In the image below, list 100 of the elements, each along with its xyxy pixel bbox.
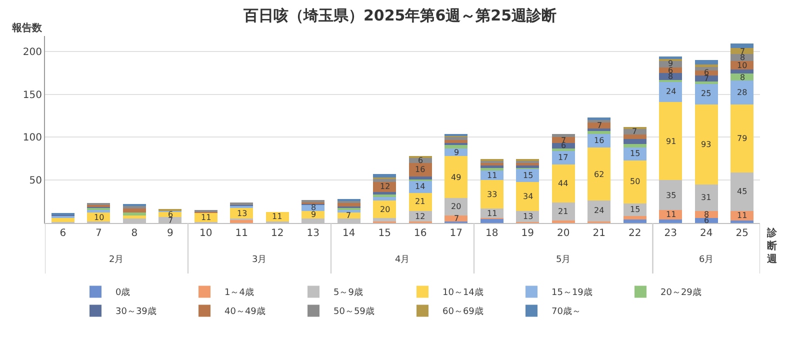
data-label: 50 (630, 177, 640, 186)
legend-label: 0歳 (116, 287, 130, 298)
bar (588, 148, 611, 201)
text: 2月 (109, 255, 124, 265)
data-label: 35 (666, 191, 676, 200)
data-label: 7 (704, 74, 710, 83)
data-label: 12 (380, 182, 390, 191)
bar (552, 202, 575, 220)
data-label: 9 (668, 59, 674, 68)
data-label: 8 (740, 73, 746, 82)
bar (516, 182, 540, 211)
data-label: 7 (168, 216, 174, 225)
data-label: 10 (94, 213, 104, 222)
x-tick-label: 8 (131, 228, 138, 239)
bar (659, 220, 682, 223)
data-label: 24 (666, 87, 676, 96)
data-label: 9 (454, 148, 460, 157)
bar (588, 120, 611, 123)
data-label: 7 (632, 127, 638, 136)
legend-label: 1～4歳 (224, 287, 254, 298)
data-label: 8 (668, 72, 674, 81)
data-label: 16 (415, 165, 426, 174)
data-label: 6 (418, 156, 424, 165)
bar (730, 104, 754, 172)
bar (623, 216, 646, 220)
data-label: 20 (380, 205, 390, 214)
bar (730, 48, 754, 54)
data-label: 91 (666, 137, 676, 146)
data-label: 31 (701, 193, 712, 202)
data-label: 6 (668, 66, 674, 75)
bar (588, 122, 611, 129)
y-tick-label: 100 (22, 132, 42, 144)
legend-label: 30～39歳 (116, 306, 156, 318)
data-label: 7 (454, 214, 460, 223)
data-label: 8 (311, 203, 316, 212)
bar (444, 144, 468, 148)
bar (51, 218, 74, 222)
bar (659, 81, 682, 102)
bar (623, 144, 646, 148)
x-tick-label: 23 (664, 228, 677, 239)
data-label: 13 (523, 212, 534, 221)
x-axis-title: 診断週 (766, 227, 778, 265)
y-axis-title: 報告数 (11, 22, 43, 34)
bar (694, 184, 718, 211)
bar (730, 220, 754, 223)
data-label: 14 (415, 182, 426, 191)
bar (444, 198, 468, 216)
x-tick-label: 24 (700, 228, 713, 239)
data-label: 16 (594, 136, 604, 145)
data-label: 7 (597, 121, 602, 130)
bar (623, 220, 646, 223)
data-label: 33 (487, 190, 498, 199)
text: 3月 (252, 255, 267, 265)
data-label: 49 (451, 173, 462, 182)
bar (659, 102, 682, 180)
bar (122, 206, 146, 208)
text: 4月 (395, 255, 410, 265)
bar (730, 44, 754, 48)
data-label: 17 (558, 153, 568, 162)
data-label: 11 (737, 211, 748, 220)
x-tick-label: 12 (271, 228, 284, 239)
data-label: 12 (415, 212, 426, 221)
text: 5月 (556, 255, 571, 265)
y-tick-label: 50 (29, 176, 42, 187)
x-tick-label: 25 (736, 228, 748, 239)
legend-label: 70歳～ (552, 306, 581, 318)
x-tick-label: 15 (378, 228, 391, 239)
bar (516, 168, 540, 182)
x-tick-label: 16 (414, 228, 427, 239)
bar (730, 172, 754, 211)
bar (302, 200, 325, 202)
x-tick-label: 19 (521, 228, 534, 239)
x-tick-label: 14 (342, 228, 356, 239)
data-label: 11 (201, 213, 212, 222)
bar (122, 212, 146, 216)
bar (623, 160, 646, 204)
data-label: 45 (737, 187, 748, 196)
data-label: 10 (737, 61, 748, 70)
bar (552, 137, 575, 144)
x-tick-label: 18 (486, 228, 498, 239)
x-tick-label: 13 (306, 228, 320, 239)
data-label: 15 (630, 205, 640, 214)
bar (659, 68, 682, 73)
bar (552, 143, 575, 148)
data-label: 8 (740, 53, 746, 62)
data-label: 21 (558, 207, 568, 216)
legend-label: 40～49歳 (224, 306, 266, 318)
bar (122, 208, 146, 213)
bar (373, 192, 396, 195)
bar (623, 134, 646, 139)
bar (694, 81, 718, 84)
x-tick-label: 22 (628, 228, 642, 239)
bar (373, 174, 396, 178)
x-tick-label: 21 (592, 228, 606, 239)
bar (408, 192, 432, 211)
legend-label: 60～69歳 (442, 306, 484, 318)
data-label: 9 (311, 210, 316, 219)
data-label: 24 (594, 206, 604, 215)
bar (480, 180, 504, 208)
x-tick-label: 17 (450, 228, 462, 239)
